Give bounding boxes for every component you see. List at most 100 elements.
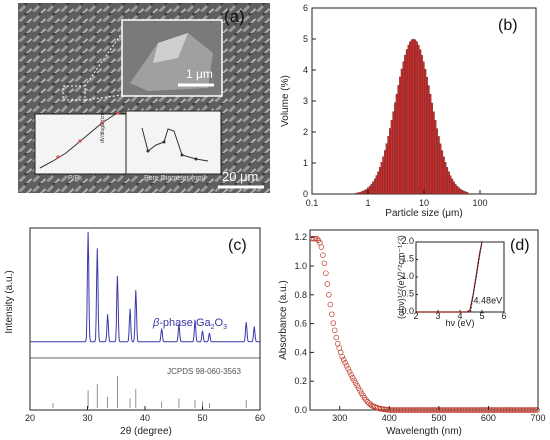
isotherm-xlabel: P/P₀ (68, 175, 83, 182)
x-tick-label: 100 (472, 198, 487, 208)
histogram-bar (405, 49, 408, 195)
reference-label: JCPDS 98-060-3563 (167, 367, 241, 376)
histogram-bar (392, 111, 395, 195)
histogram-bar (429, 94, 432, 195)
x-tick-label: 50 (197, 413, 207, 423)
inset-x-tick-label: 6 (501, 311, 506, 321)
absorbance-marker (340, 356, 347, 363)
histogram-bar (395, 93, 398, 195)
histogram-bar (452, 181, 455, 195)
xrd-pattern (30, 231, 260, 343)
y-tick-label: 5 (303, 34, 308, 44)
pore-size-inset (125, 110, 222, 175)
absorbance-marker (333, 334, 340, 341)
histogram-bar (382, 156, 385, 195)
histogram-bar (432, 111, 435, 195)
bandgap-label: 4.48eV (474, 295, 503, 305)
phase-label: β-phase Ga2O3 (152, 317, 227, 331)
absorbance-marker (314, 235, 320, 242)
reference-lines (52, 376, 247, 408)
histogram-bar (451, 178, 454, 195)
histogram-bar (447, 171, 450, 195)
xrd-chart: 20 30 40 50 60 (c) β-phase Ga2O3 JCPDS 98-06… (4, 227, 265, 437)
histogram-bar (454, 183, 457, 195)
panel-letter-a: (a) (224, 7, 245, 26)
histogram-bar (372, 181, 375, 195)
y-axis-label: Intensity (a.u.) (4, 270, 15, 333)
absorbance-marker (327, 301, 334, 308)
isotherm-inset (34, 113, 131, 175)
histogram-bar (436, 128, 439, 195)
histogram-bar (461, 190, 464, 195)
histogram-bar (442, 156, 445, 195)
y-tick-label: 0.2 (294, 376, 307, 386)
histogram-bar (385, 143, 388, 195)
y-axis-label: Absorbance (a.u.) (278, 280, 289, 360)
histogram-bar (377, 171, 380, 195)
histogram-bar (417, 44, 420, 195)
y-tick-label: 0.6 (294, 319, 307, 329)
histogram-bar (389, 128, 392, 195)
inset-x-tick-label: 2 (413, 311, 418, 321)
absorbance-marker (345, 366, 351, 372)
histogram-bar (424, 68, 427, 195)
absorbance-marker (531, 407, 537, 413)
histogram-bar (368, 185, 371, 195)
y-tick-label: 1.2 (294, 232, 307, 242)
histogram-bar (378, 167, 381, 195)
x-tick-label: 30 (82, 413, 92, 423)
absorbance-marker (329, 311, 335, 317)
histogram-bar (362, 190, 365, 195)
histogram-bar (434, 120, 437, 195)
panel-letter-b: (b) (498, 17, 518, 34)
tauc-fit-line (470, 241, 483, 313)
pore-xlabel: Pore Diameter (nm) (144, 175, 206, 182)
axis-ticks: 0.1 1 10 100 0 1 2 3 4 5 6 (303, 3, 488, 208)
inset-frame (415, 241, 505, 313)
histogram-bar (449, 175, 452, 195)
plot-frame (309, 229, 539, 411)
histogram-bar (446, 167, 449, 195)
histogram-bar (419, 49, 422, 195)
x-tick-label: 300 (332, 413, 347, 423)
plot-frame (29, 227, 261, 411)
particle-size-panel: 0.1 1 10 100 0 1 2 3 4 5 6 (b) Particle size (μm) … (276, 0, 548, 222)
sem-image-panel: (a) 1 μm 20 μm P/P₀ Pore Diameter (nm) d… (18, 3, 270, 193)
absorbance-marker (318, 244, 325, 250)
histogram-bar (431, 102, 434, 195)
histogram-bar (373, 178, 376, 195)
absorbance-marker (324, 281, 331, 287)
histogram-bar (380, 162, 383, 195)
histogram-bar (420, 55, 423, 195)
y-tick-label: 2 (303, 127, 308, 137)
zoom-line (84, 32, 123, 87)
histogram-bar (410, 39, 413, 195)
absorbance-marker (366, 400, 372, 406)
histogram-bar (439, 143, 442, 195)
histogram-bar (456, 185, 459, 195)
x-axis-label: Particle size (μm) (385, 208, 462, 219)
histogram-bar (407, 44, 410, 195)
histogram-bar (357, 192, 360, 195)
histogram-bar (370, 183, 373, 195)
inset-y-tick-label: 0.0 (401, 306, 414, 316)
histogram-bar (394, 102, 397, 195)
histogram-bar (383, 150, 386, 195)
absorbance-panel: 300 400 500 600 700 0.0 0.2 0.4 0.6 0.8 1.0 1.2 4.4… (276, 222, 550, 440)
inset-scale-label: 1 μm (186, 67, 213, 81)
histogram-bar (412, 38, 415, 195)
absorbance-markers (309, 235, 540, 413)
panel-letter-d: (d) (510, 237, 530, 254)
inset-y-label: (αhν)¹ᐟ²(eV¹ᐟ²cm⁻¹ᐟ²) (396, 235, 406, 319)
absorbance-marker (323, 270, 329, 276)
absorbance-marker (346, 369, 353, 375)
histogram-bar (358, 192, 361, 195)
absorbance-marker (332, 327, 338, 334)
absorbance-chart: 300 400 500 600 700 0.0 0.2 0.4 0.6 0.8 1.0 1.2 4.4… (278, 229, 546, 437)
absorbance-marker (330, 320, 337, 326)
absorbance-marker (343, 363, 350, 369)
histogram-bar (425, 76, 428, 195)
histogram-bar (360, 191, 363, 195)
xrd-line (30, 231, 260, 343)
